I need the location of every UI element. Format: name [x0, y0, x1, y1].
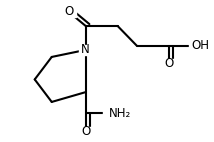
Text: OH: OH	[192, 39, 210, 52]
Text: NH₂: NH₂	[109, 107, 131, 120]
Bar	[79, 45, 93, 55]
Bar	[79, 127, 93, 136]
Bar	[103, 108, 136, 118]
Text: N: N	[81, 43, 90, 56]
Bar	[162, 59, 175, 69]
Text: O: O	[164, 58, 173, 70]
Text: O: O	[81, 125, 90, 138]
Bar	[62, 7, 76, 17]
Bar	[189, 41, 212, 51]
Text: O: O	[64, 5, 73, 18]
